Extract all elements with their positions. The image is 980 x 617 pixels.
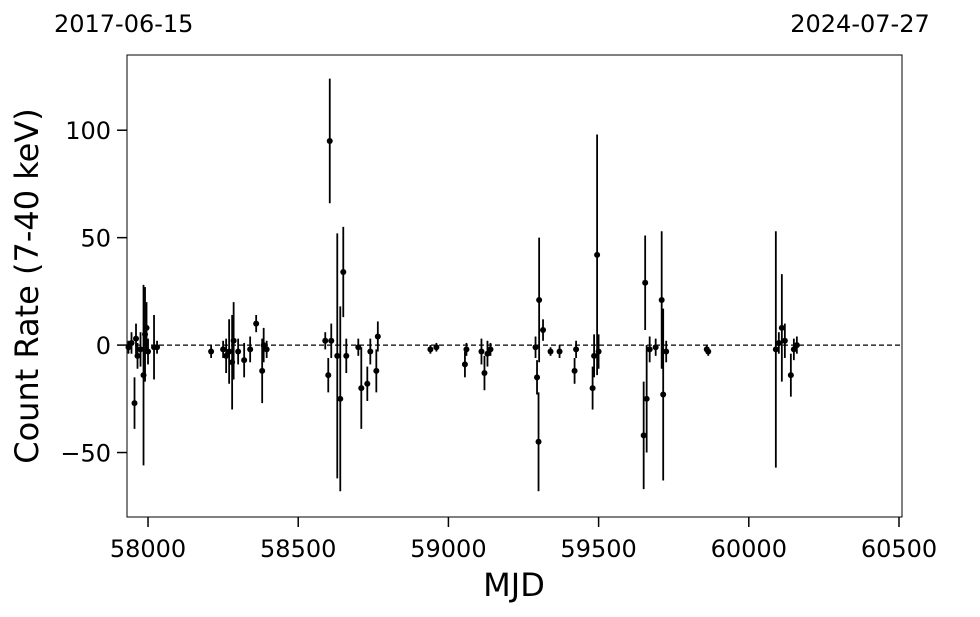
data-point <box>226 348 233 355</box>
data-point <box>478 348 485 355</box>
data-point <box>223 352 230 359</box>
data-point <box>663 348 670 355</box>
data-point <box>427 346 434 353</box>
data-point <box>652 344 659 351</box>
data-point <box>334 352 341 359</box>
data-point <box>374 333 381 340</box>
data-point <box>433 344 440 351</box>
data-point <box>573 346 580 353</box>
data-point <box>463 346 470 353</box>
data-point <box>367 348 374 355</box>
x-tick-label: 58000 <box>110 535 186 563</box>
top-date-label: 2024-07-27 <box>790 10 929 38</box>
data-point <box>325 372 332 379</box>
data-point <box>133 335 140 342</box>
data-point <box>128 339 135 346</box>
data-point <box>364 380 371 387</box>
data-point <box>595 348 602 355</box>
data-point <box>793 342 800 349</box>
data-point <box>591 352 598 359</box>
data-point <box>259 367 266 374</box>
data-point <box>594 251 601 258</box>
data-point <box>137 346 144 353</box>
data-point <box>340 269 347 276</box>
data-point <box>790 346 797 353</box>
y-axis-label: Count Rate (7-40 keV) <box>8 108 46 463</box>
top-date-label: 2017-06-15 <box>54 10 193 38</box>
data-point <box>125 344 132 351</box>
data-point <box>787 372 794 379</box>
data-point <box>484 350 491 357</box>
data-point <box>355 344 362 351</box>
x-tick-label: 58500 <box>260 535 336 563</box>
data-point <box>253 320 260 327</box>
data-point <box>534 374 541 381</box>
data-point <box>772 346 779 353</box>
data-point <box>337 395 344 402</box>
data-point <box>322 337 329 344</box>
data-point <box>208 348 215 355</box>
data-point <box>220 346 227 353</box>
data-point <box>247 346 254 353</box>
data-point <box>241 357 248 364</box>
y-tick-label: 100 <box>65 117 111 145</box>
data-point <box>481 370 488 377</box>
data-point <box>343 352 350 359</box>
data-point <box>131 400 138 407</box>
x-tick-label: 59000 <box>410 535 486 563</box>
data-point <box>235 348 242 355</box>
data-point <box>154 344 161 351</box>
data-point <box>145 348 152 355</box>
data-point <box>642 279 649 286</box>
data-point <box>373 367 380 374</box>
y-tick-label: 0 <box>96 332 111 360</box>
data-point <box>230 337 237 344</box>
x-tick-label: 60500 <box>861 535 937 563</box>
data-point <box>532 344 539 351</box>
data-point <box>358 385 365 392</box>
x-tick-label: 59500 <box>560 535 636 563</box>
data-point <box>263 346 270 353</box>
data-point <box>143 324 150 331</box>
x-tick-label: 60000 <box>711 535 787 563</box>
data-point <box>134 352 141 359</box>
y-tick-label: −50 <box>60 440 111 468</box>
data-point <box>705 348 712 355</box>
data-point <box>326 137 333 144</box>
plot-frame <box>126 54 903 518</box>
data-point <box>571 367 578 374</box>
data-point <box>556 348 563 355</box>
data-point <box>260 342 267 349</box>
x-axis-label: MJD <box>483 566 545 604</box>
y-tick-label: 50 <box>80 225 111 253</box>
data-point <box>540 327 547 334</box>
data-point <box>640 432 647 439</box>
data-point <box>658 296 665 303</box>
data-point <box>487 346 494 353</box>
data-point <box>547 348 554 355</box>
data-point <box>660 391 667 398</box>
data-point <box>781 337 788 344</box>
data-point <box>643 395 650 402</box>
data-point <box>328 337 335 344</box>
data-point <box>646 346 653 353</box>
data-point <box>589 385 596 392</box>
data-point <box>536 296 543 303</box>
data-point <box>778 324 785 331</box>
data-point <box>775 339 782 346</box>
data-point <box>461 361 468 368</box>
data-point <box>535 438 542 445</box>
